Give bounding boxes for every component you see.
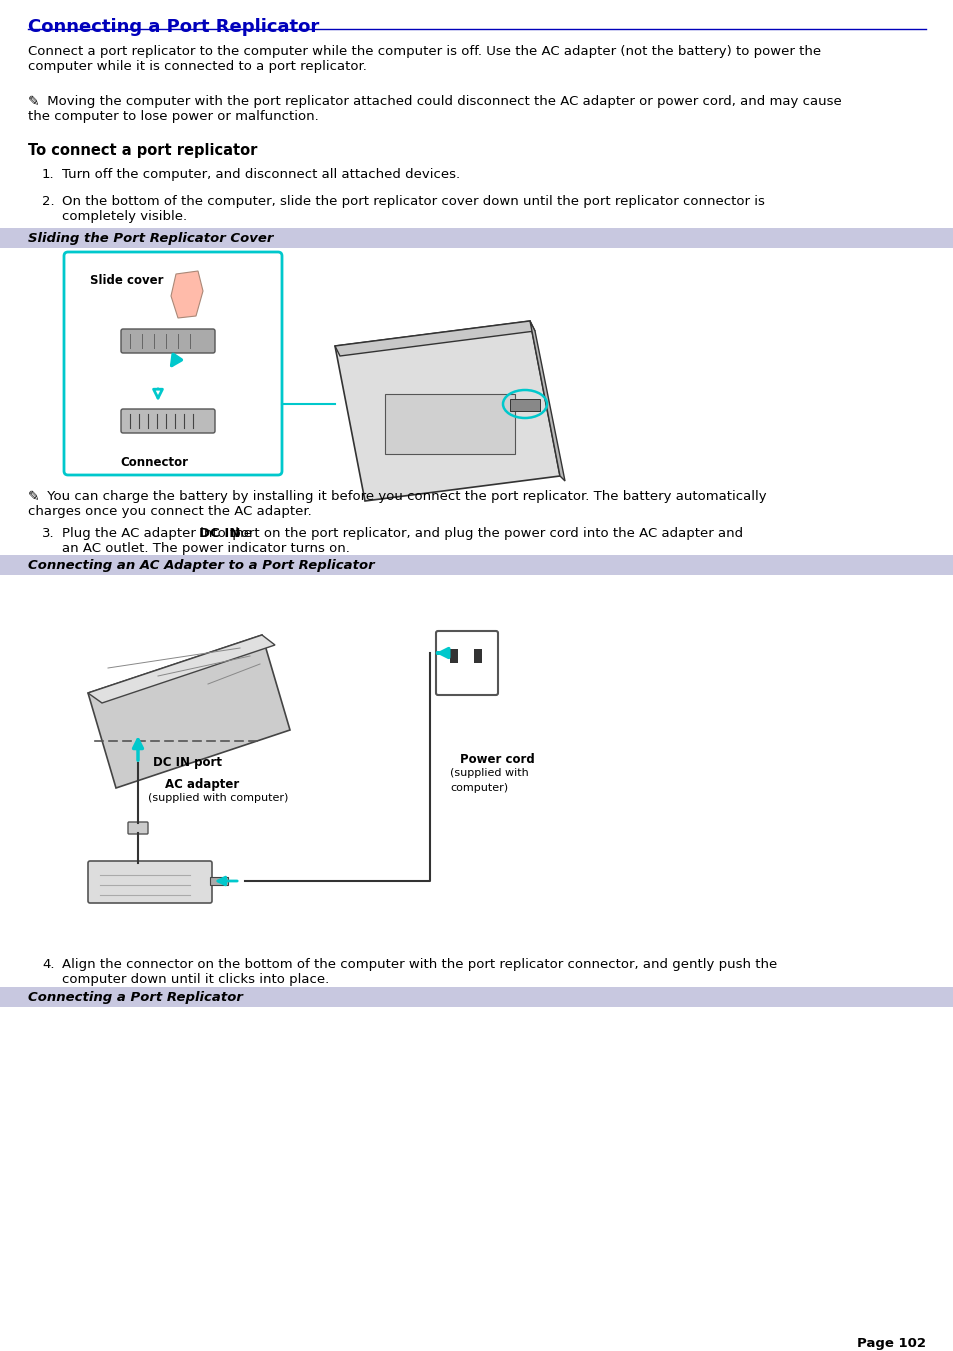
- Text: computer down until it clicks into place.: computer down until it clicks into place…: [62, 973, 329, 986]
- Text: port on the port replicator, and plug the power cord into the AC adapter and: port on the port replicator, and plug th…: [228, 527, 742, 540]
- Bar: [510, 399, 539, 411]
- Polygon shape: [88, 635, 290, 788]
- Text: Slide cover: Slide cover: [90, 274, 163, 286]
- Polygon shape: [335, 322, 559, 501]
- Text: DC IN: DC IN: [198, 527, 240, 540]
- Text: AC adapter: AC adapter: [165, 778, 239, 790]
- Text: completely visible.: completely visible.: [62, 209, 187, 223]
- Polygon shape: [530, 322, 564, 481]
- Polygon shape: [335, 322, 535, 357]
- Text: DC IN port: DC IN port: [152, 757, 222, 769]
- Text: On the bottom of the computer, slide the port replicator cover down until the po: On the bottom of the computer, slide the…: [62, 195, 764, 208]
- Text: (supplied with: (supplied with: [450, 767, 528, 778]
- Text: Moving the computer with the port replicator attached could disconnect the AC ad: Moving the computer with the port replic…: [43, 95, 841, 108]
- Text: 1.: 1.: [42, 168, 54, 181]
- Text: charges once you connect the AC adapter.: charges once you connect the AC adapter.: [28, 505, 312, 517]
- Text: 4.: 4.: [42, 958, 54, 971]
- Text: ✎: ✎: [28, 95, 40, 109]
- Text: Sliding the Port Replicator Cover: Sliding the Port Replicator Cover: [28, 232, 274, 245]
- FancyBboxPatch shape: [128, 821, 148, 834]
- Text: 3.: 3.: [42, 527, 54, 540]
- Text: To connect a port replicator: To connect a port replicator: [28, 143, 257, 158]
- Text: You can charge the battery by installing it before you connect the port replicat: You can charge the battery by installing…: [43, 490, 766, 503]
- Text: Connector: Connector: [120, 457, 188, 469]
- Text: ✎: ✎: [28, 490, 40, 504]
- Bar: [0, 988, 953, 1006]
- Bar: [474, 648, 481, 663]
- Text: Page 102: Page 102: [856, 1337, 925, 1350]
- Text: Plug the AC adapter into the: Plug the AC adapter into the: [62, 527, 256, 540]
- Bar: [0, 228, 953, 249]
- Text: Connecting a Port Replicator: Connecting a Port Replicator: [28, 992, 243, 1004]
- FancyBboxPatch shape: [121, 330, 214, 353]
- Text: Connecting an AC Adapter to a Port Replicator: Connecting an AC Adapter to a Port Repli…: [28, 559, 375, 571]
- Text: Power cord: Power cord: [459, 753, 535, 766]
- Text: Align the connector on the bottom of the computer with the port replicator conne: Align the connector on the bottom of the…: [62, 958, 777, 971]
- FancyBboxPatch shape: [436, 631, 497, 694]
- Text: 2.: 2.: [42, 195, 54, 208]
- FancyBboxPatch shape: [64, 253, 282, 476]
- Text: Connecting a Port Replicator: Connecting a Port Replicator: [28, 18, 319, 36]
- Bar: [210, 877, 228, 885]
- FancyBboxPatch shape: [88, 861, 212, 902]
- Bar: [450, 648, 457, 663]
- Text: (supplied with computer): (supplied with computer): [148, 793, 288, 802]
- Text: Connect a port replicator to the computer while the computer is off. Use the AC : Connect a port replicator to the compute…: [28, 45, 821, 58]
- Polygon shape: [88, 635, 274, 703]
- Bar: [385, 394, 515, 454]
- Text: computer while it is connected to a port replicator.: computer while it is connected to a port…: [28, 59, 367, 73]
- Text: the computer to lose power or malfunction.: the computer to lose power or malfunctio…: [28, 109, 318, 123]
- Bar: [0, 555, 953, 576]
- Text: computer): computer): [450, 784, 508, 793]
- Text: Turn off the computer, and disconnect all attached devices.: Turn off the computer, and disconnect al…: [62, 168, 459, 181]
- FancyBboxPatch shape: [121, 409, 214, 434]
- Text: an AC outlet. The power indicator turns on.: an AC outlet. The power indicator turns …: [62, 542, 350, 555]
- Polygon shape: [171, 272, 203, 317]
